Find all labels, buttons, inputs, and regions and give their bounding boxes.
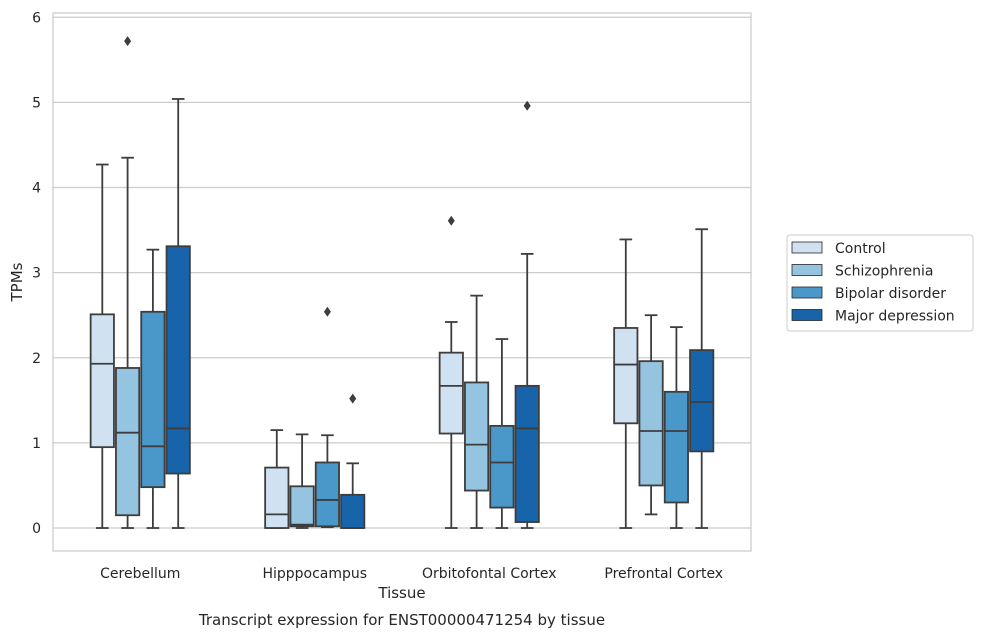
- x-tick-label-orbitofontal-cortex: Orbitofontal Cortex: [422, 566, 557, 582]
- y-tick-label-0: 0: [32, 521, 41, 537]
- box-body: [89, 313, 115, 449]
- legend-swatch-schizophrenia: [791, 264, 823, 276]
- y-tick-label-2: 2: [32, 351, 41, 367]
- box-orbitofontal-cortex-major-depression: [514, 100, 540, 529]
- legend-frame: [786, 234, 974, 332]
- box-orbitofontal-cortex-bipolar-disorder: [489, 338, 515, 529]
- y-tick-label-3: 3: [32, 266, 41, 282]
- box-body: [613, 327, 639, 425]
- legend: Control Schizophrenia Bipolar disorder Majo…: [786, 234, 974, 332]
- legend-label-schizophrenia: Schizophrenia: [835, 264, 933, 280]
- box-body: [489, 424, 515, 509]
- box-body: [115, 367, 141, 517]
- box-hipppocampus-schizophrenia: [289, 433, 315, 529]
- box-body: [638, 360, 664, 487]
- x-tick-label-cerebellum: Cerebellum: [100, 566, 180, 582]
- outlier-point: [124, 36, 132, 47]
- outlier-point: [523, 100, 531, 111]
- chart-caption: Transcript expression for ENST0000047125…: [198, 611, 605, 629]
- box-hipppocampus-control: [264, 429, 290, 529]
- box-body: [464, 381, 490, 492]
- x-axis-label: Tissue: [377, 584, 425, 602]
- box-prefrontal-cortex-major-depression: [689, 228, 715, 529]
- box-body: [264, 466, 290, 529]
- outlier-point: [447, 215, 455, 226]
- outlier-point: [323, 306, 331, 317]
- x-tick-label-prefrontal-cortex: Prefrontal Cortex: [604, 566, 723, 582]
- outlier-point: [349, 393, 357, 404]
- box-prefrontal-cortex-schizophrenia: [638, 314, 664, 516]
- box-body: [438, 351, 464, 435]
- box-hipppocampus-major-depression: [340, 393, 366, 529]
- legend-label-control: Control: [835, 241, 886, 257]
- box-body: [340, 493, 366, 529]
- box-cerebellum-bipolar-disorder: [140, 248, 166, 529]
- box-body: [663, 390, 689, 504]
- box-cerebellum-schizophrenia: [115, 36, 141, 529]
- y-tick-label-4: 4: [32, 181, 41, 197]
- box-cerebellum-control: [89, 163, 115, 529]
- box-body: [140, 310, 166, 489]
- box-hipppocampus-bipolar-disorder: [314, 306, 340, 529]
- y-tick-label-6: 6: [32, 10, 41, 26]
- box-prefrontal-cortex-bipolar-disorder: [663, 326, 689, 529]
- box-body: [314, 461, 340, 528]
- legend-swatch-control: [791, 241, 823, 254]
- box-cerebellum-major-depression: [165, 98, 191, 529]
- x-tick-labels: Cerebellum Hipppocampus Orbitofontal Corte…: [100, 566, 723, 582]
- box-body: [289, 485, 315, 528]
- box-orbitofontal-cortex-control: [438, 215, 464, 529]
- box-prefrontal-cortex-control: [613, 238, 639, 529]
- box-layer: [89, 36, 715, 529]
- legend-swatch-bipolar-disorder: [791, 286, 823, 299]
- legend-label-bipolar-disorder: Bipolar disorder: [835, 286, 946, 302]
- box-body: [165, 245, 191, 475]
- plot-frame: [52, 12, 752, 552]
- legend-label-major-depression: Major depression: [835, 309, 955, 325]
- y-axis-label: TPMs: [8, 262, 26, 302]
- y-tick-label-5: 5: [32, 95, 41, 111]
- x-tick-label-hipppocampus: Hipppocampus: [262, 566, 367, 582]
- y-tick-labels: 0 1 2 3 4 5 6: [32, 10, 41, 537]
- box-orbitofontal-cortex-schizophrenia: [464, 294, 490, 529]
- y-tick-label-1: 1: [32, 436, 41, 452]
- box-body: [689, 349, 715, 453]
- box-body: [514, 384, 540, 523]
- legend-swatch-major-depression: [791, 309, 823, 321]
